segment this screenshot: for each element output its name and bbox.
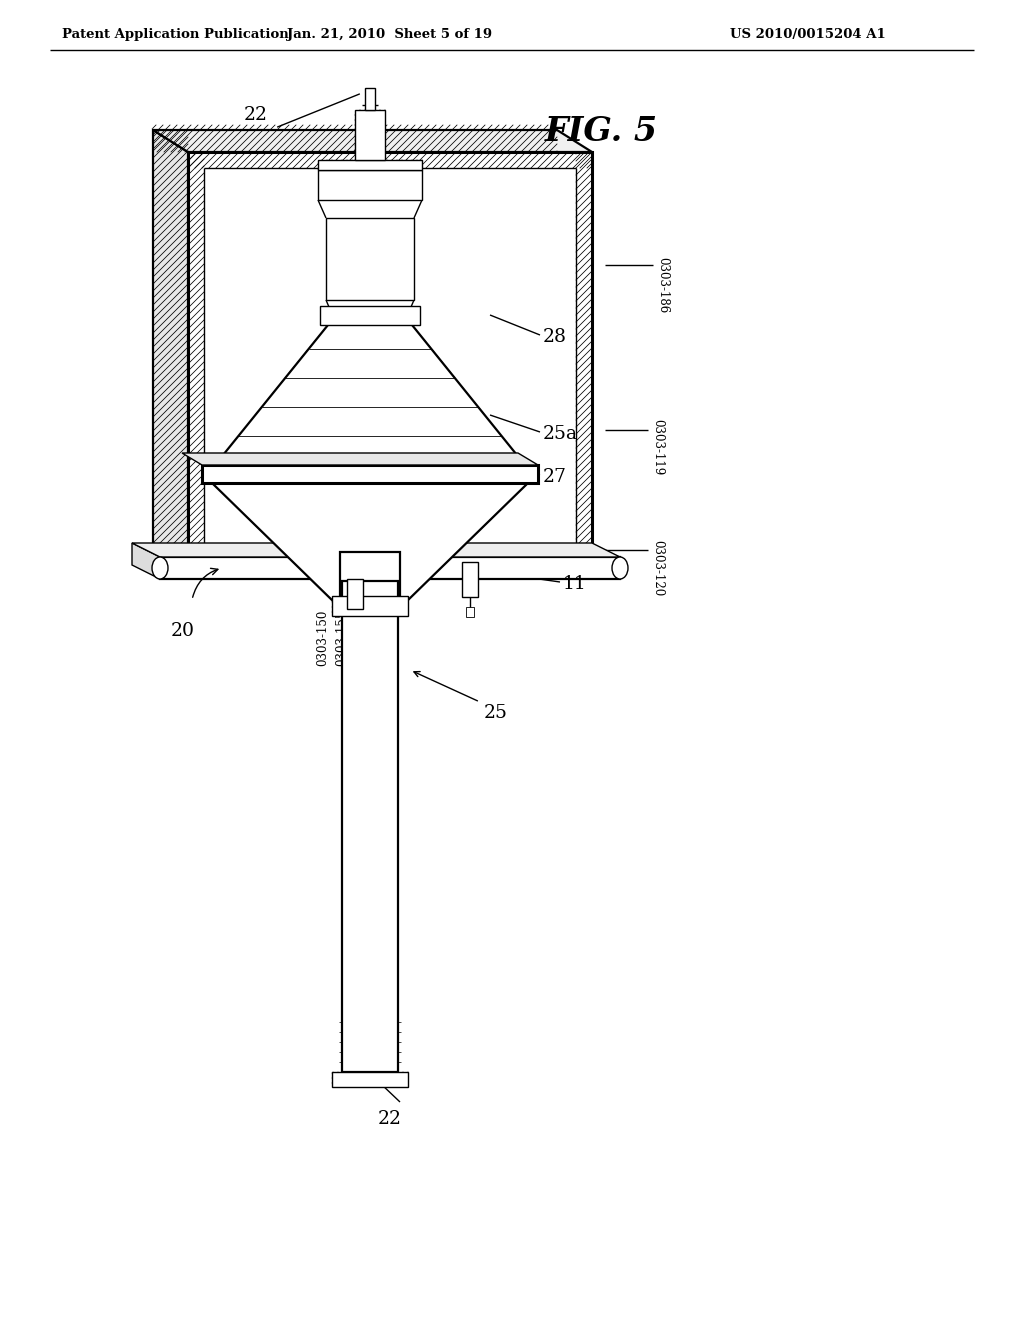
Text: 20: 20: [171, 622, 195, 640]
Ellipse shape: [612, 557, 628, 579]
Polygon shape: [188, 152, 592, 565]
Polygon shape: [332, 597, 408, 616]
FancyArrowPatch shape: [193, 569, 218, 597]
Text: 25a: 25a: [543, 425, 578, 444]
Text: 0303-120: 0303-120: [651, 540, 664, 597]
Polygon shape: [340, 552, 400, 603]
Text: 0303-150: 0303-150: [316, 610, 330, 667]
Polygon shape: [347, 579, 362, 609]
Polygon shape: [153, 129, 592, 152]
Polygon shape: [355, 110, 385, 160]
Polygon shape: [365, 88, 375, 110]
Text: 28: 28: [543, 327, 567, 346]
Text: 22: 22: [244, 106, 268, 124]
Text: 0303-155: 0303-155: [336, 610, 348, 667]
Polygon shape: [342, 581, 398, 1072]
Text: US 2010/0015204 A1: US 2010/0015204 A1: [730, 28, 886, 41]
Text: 0303-186: 0303-186: [656, 257, 669, 313]
Polygon shape: [182, 453, 538, 465]
Polygon shape: [132, 543, 620, 557]
Polygon shape: [319, 306, 420, 325]
Polygon shape: [318, 160, 422, 170]
Polygon shape: [215, 319, 525, 465]
Polygon shape: [466, 607, 474, 616]
Text: Jan. 21, 2010  Sheet 5 of 19: Jan. 21, 2010 Sheet 5 of 19: [288, 28, 493, 41]
Text: 25: 25: [484, 704, 508, 722]
Polygon shape: [332, 314, 408, 319]
Ellipse shape: [152, 557, 168, 579]
Polygon shape: [332, 1072, 408, 1086]
Text: 0303-119: 0303-119: [651, 418, 664, 475]
Polygon shape: [462, 562, 478, 597]
Text: FIG. 5: FIG. 5: [545, 115, 658, 148]
Polygon shape: [202, 465, 538, 483]
Text: 11: 11: [563, 576, 587, 593]
Polygon shape: [153, 129, 188, 565]
Polygon shape: [132, 543, 160, 579]
Text: 22: 22: [378, 1110, 402, 1129]
Polygon shape: [160, 557, 620, 579]
Polygon shape: [326, 218, 414, 300]
Text: Patent Application Publication: Patent Application Publication: [62, 28, 289, 41]
Polygon shape: [212, 483, 528, 603]
Polygon shape: [318, 170, 422, 201]
Text: 27: 27: [543, 469, 567, 486]
